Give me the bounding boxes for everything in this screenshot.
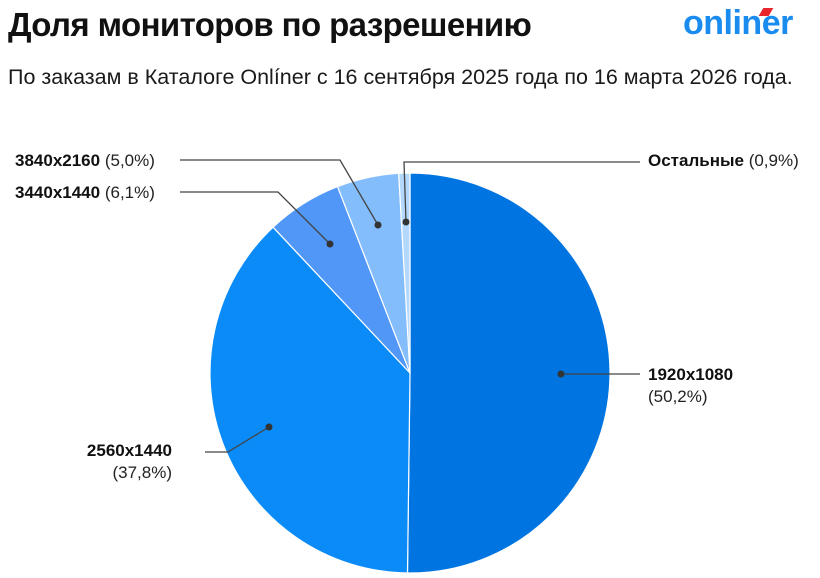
leader-line: [403, 161, 640, 223]
label-3440x1440: 3440x1440 (6,1%): [15, 182, 155, 204]
leader-line: [180, 159, 379, 226]
leader-line: [180, 191, 331, 245]
label-value: (6,1%): [104, 183, 155, 202]
label-value: (5,0%): [104, 151, 155, 170]
label-name: Остальные: [648, 151, 744, 170]
label-name: 2560x1440: [86, 441, 172, 460]
label-name: 3840x2160: [15, 151, 101, 170]
chart-subtitle: По заказам в Каталоге Onlíner с 16 сентя…: [8, 65, 793, 89]
pie-slice-1920x1080: [406, 172, 611, 574]
label-value: (0,9%): [748, 151, 799, 170]
onliner-logo: onliner: [683, 4, 793, 42]
label-name: 1920x1080: [648, 365, 734, 384]
leader-dot-icon: [265, 423, 273, 431]
label-name: 3440x1440: [15, 183, 101, 202]
pie-slice-2560x1440: [209, 226, 411, 574]
leader-line: [205, 426, 270, 453]
label-3840x2160: 3840x2160 (5,0%): [15, 150, 155, 172]
label-value: (37,8%): [112, 463, 172, 482]
leader-dot-icon: [374, 221, 382, 229]
label-2560x1440: 2560x1440 (37,8%): [72, 440, 172, 484]
chart-title: Доля мониторов по разрешению: [8, 6, 532, 43]
leader-dot-icon: [326, 240, 334, 248]
label-others: Остальные (0,9%): [648, 150, 799, 172]
label-value: (50,2%): [648, 387, 708, 406]
leader-dot-icon: [402, 218, 410, 226]
leader-dot-icon: [557, 370, 565, 378]
label-1920x1080: 1920x1080 (50,2%): [648, 364, 733, 408]
